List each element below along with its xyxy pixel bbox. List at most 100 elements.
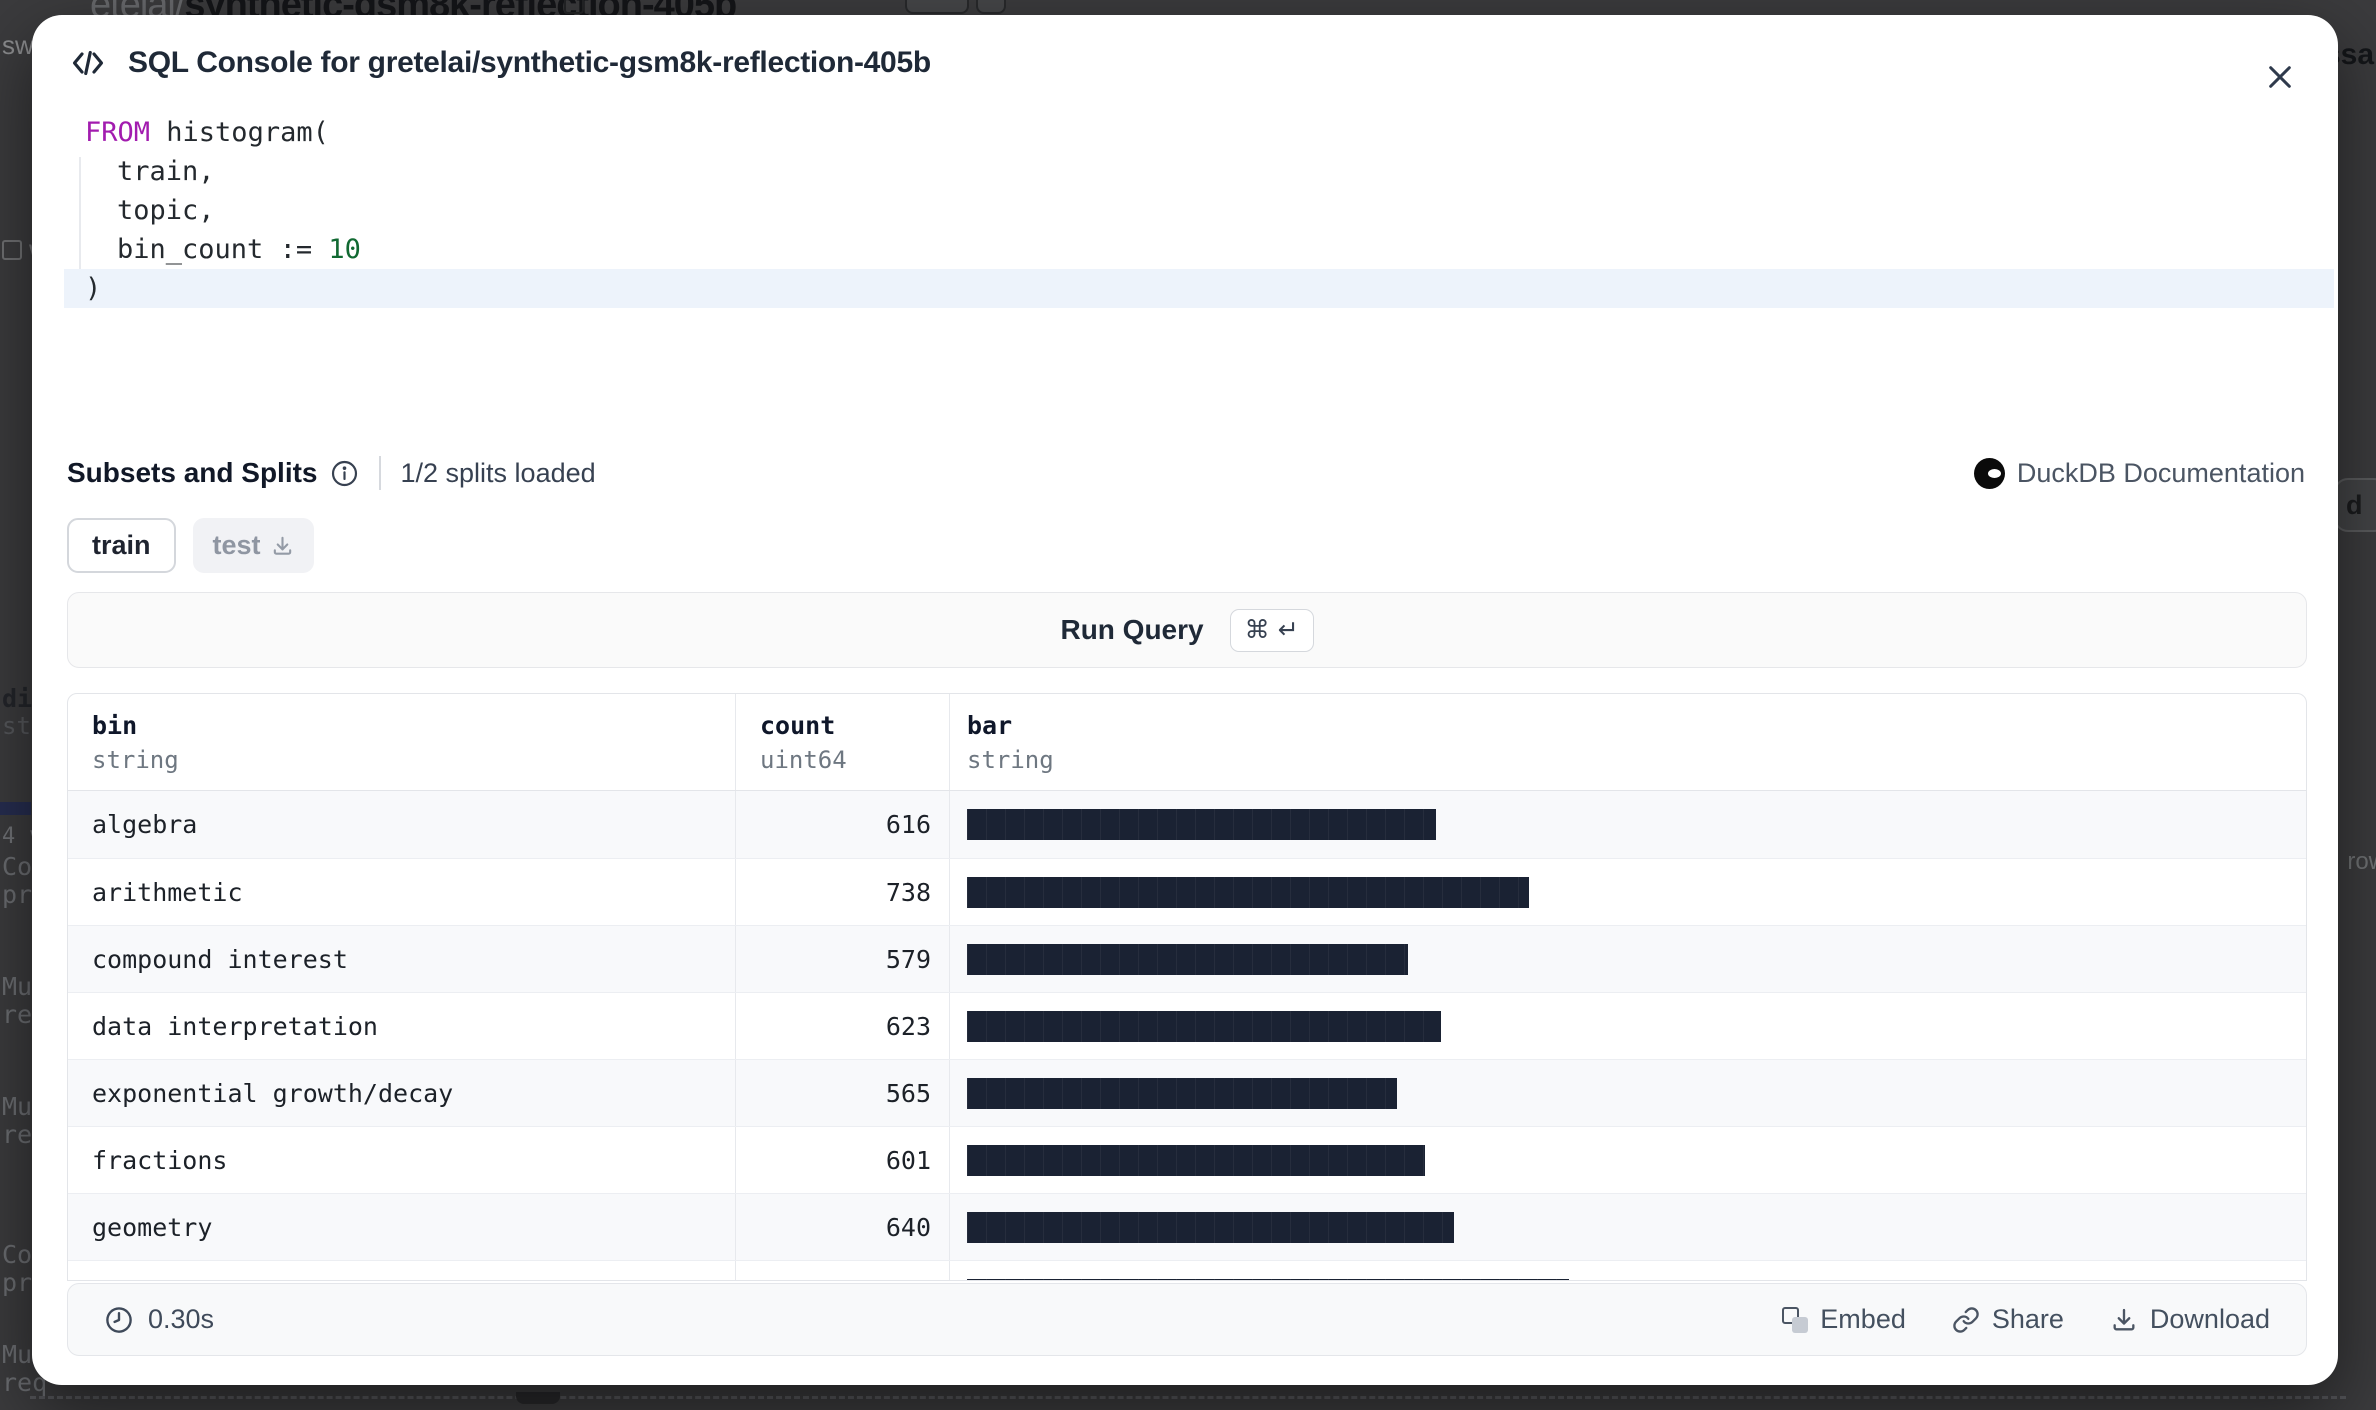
table-row: algebra 616 xyxy=(68,791,2306,858)
histogram-bar xyxy=(967,1144,1425,1176)
code-icon xyxy=(72,50,104,76)
embed-icon xyxy=(1782,1306,1809,1333)
duckdb-docs-link[interactable]: DuckDB Documentation xyxy=(1973,457,2305,489)
embed-label: Embed xyxy=(1820,1304,1906,1334)
sql-line: FROM histogram( xyxy=(64,113,2334,152)
table-row: data interpretation 623 xyxy=(68,992,2306,1059)
split-label: test xyxy=(212,530,261,560)
split-test-button[interactable]: test xyxy=(192,518,314,573)
duration-value: 0.30s xyxy=(148,1304,215,1334)
sql-line-active: ) xyxy=(64,269,2334,308)
keyboard-shortcut-badge: ⌘ ↵ xyxy=(1229,608,1314,652)
results-table[interactable]: bin string count uint64 bar string algebra … xyxy=(67,693,2307,1281)
bg-selection-strip xyxy=(0,802,31,815)
column-header: bar xyxy=(967,711,1013,740)
histogram-bar xyxy=(967,1278,1569,1280)
background-button xyxy=(905,0,969,14)
download-button[interactable]: Download xyxy=(2110,1304,2270,1335)
sql-console-dialog: SQL Console for gretelai/synthetic-gsm8k… xyxy=(32,15,2338,1385)
view-icon xyxy=(2,240,22,260)
share-button[interactable]: Share xyxy=(1952,1304,2064,1335)
info-icon[interactable] xyxy=(330,459,359,488)
bin-cell: exponential growth/decay xyxy=(92,1078,454,1108)
table-header-row: bin string count uint64 bar string xyxy=(68,694,2306,791)
embed-button[interactable]: Embed xyxy=(1782,1304,1906,1335)
histogram-bar xyxy=(967,943,1408,975)
table-row: geometry 640 xyxy=(68,1193,2306,1260)
sql-text: histogram( xyxy=(150,117,329,148)
cmd-key-icon: ⌘ xyxy=(1244,614,1270,644)
column-type: string xyxy=(967,746,1054,774)
duckdb-logo-icon xyxy=(1973,457,2005,489)
column-type: uint64 xyxy=(760,746,847,774)
table-row-partial xyxy=(68,1260,2306,1280)
table-row: exponential growth/decay 565 xyxy=(68,1059,2306,1126)
histogram-bar xyxy=(967,1211,1455,1243)
bg-fragment: sw xyxy=(2,30,34,60)
share-label: Share xyxy=(1991,1304,2064,1334)
bg-divider xyxy=(30,1396,2346,1399)
sql-line: bin_count := 10 xyxy=(64,230,2334,269)
run-query-label: Run Query xyxy=(1060,614,1204,645)
run-query-button[interactable]: Run Query ⌘ ↵ xyxy=(67,592,2307,668)
sql-text: bin_count xyxy=(117,234,264,265)
split-train-button[interactable]: train xyxy=(67,518,176,573)
column-header: bin xyxy=(92,711,138,740)
count-cell: 616 xyxy=(885,810,931,839)
count-cell: 738 xyxy=(885,877,931,907)
subsets-row: Subsets and Splits 1/2 splits loaded Duc… xyxy=(67,452,2305,494)
count-cell: 601 xyxy=(885,1145,931,1175)
enter-key-icon: ↵ xyxy=(1277,614,1299,644)
column-header: count xyxy=(760,711,836,740)
bg-notch xyxy=(516,1392,560,1404)
sql-line: train, xyxy=(64,152,2334,191)
vertical-divider xyxy=(378,456,381,490)
close-button[interactable] xyxy=(2258,55,2302,99)
download-icon xyxy=(2113,1308,2135,1330)
duckdb-docs-label: DuckDB Documentation xyxy=(2016,457,2305,488)
share-link-icon xyxy=(1953,1306,1979,1333)
bin-cell: arithmetic xyxy=(92,877,243,907)
table-row: arithmetic 738 xyxy=(68,858,2306,925)
download-icon xyxy=(273,536,291,555)
bin-cell: geometry xyxy=(92,1212,213,1242)
sql-number: 10 xyxy=(328,234,361,265)
dialog-header: SQL Console for gretelai/synthetic-gsm8k… xyxy=(70,45,931,81)
histogram-bar xyxy=(967,876,1529,908)
sql-text: train, xyxy=(117,156,215,187)
results-footer: 0.30s Embed Share Download xyxy=(67,1283,2307,1356)
background-button xyxy=(976,0,1006,14)
close-icon xyxy=(2269,66,2291,88)
bin-cell: data interpretation xyxy=(92,1011,378,1041)
count-cell: 640 xyxy=(885,1212,931,1242)
splits-loaded-status: 1/2 splits loaded xyxy=(400,457,596,488)
count-cell: 623 xyxy=(885,1011,931,1041)
bin-cell: fractions xyxy=(92,1145,228,1175)
sql-text: topic, xyxy=(117,195,215,226)
histogram-bar xyxy=(967,809,1436,840)
clock-icon xyxy=(106,1306,132,1333)
dialog-title: SQL Console for gretelai/synthetic-gsm8k… xyxy=(128,46,931,79)
count-cell: 565 xyxy=(885,1078,931,1108)
indent-guide xyxy=(79,157,81,269)
bg-fragment: row xyxy=(2347,848,2376,875)
sql-editor[interactable]: FROM histogram( train, topic, bin_count … xyxy=(64,113,2334,308)
histogram-bar xyxy=(967,1077,1398,1109)
bin-cell: algebra xyxy=(92,810,198,839)
column-type: string xyxy=(92,746,179,774)
count-cell: 579 xyxy=(885,944,931,974)
bin-cell: compound interest xyxy=(92,944,348,974)
table-row: fractions 601 xyxy=(68,1126,2306,1193)
sql-text: ) xyxy=(85,273,102,304)
splits-selector: train test xyxy=(67,518,314,573)
query-duration: 0.30s xyxy=(104,1304,214,1335)
sql-operator: := xyxy=(263,234,329,265)
footer-actions: Embed Share Download xyxy=(1782,1304,2270,1335)
histogram-bar xyxy=(967,1010,1442,1042)
copy-icon xyxy=(564,0,584,14)
subsets-heading: Subsets and Splits xyxy=(67,457,318,488)
download-label: Download xyxy=(2149,1304,2270,1334)
bg-fragment: d xyxy=(2334,478,2376,532)
sql-line: topic, xyxy=(64,191,2334,230)
table-row: compound interest 579 xyxy=(68,925,2306,992)
